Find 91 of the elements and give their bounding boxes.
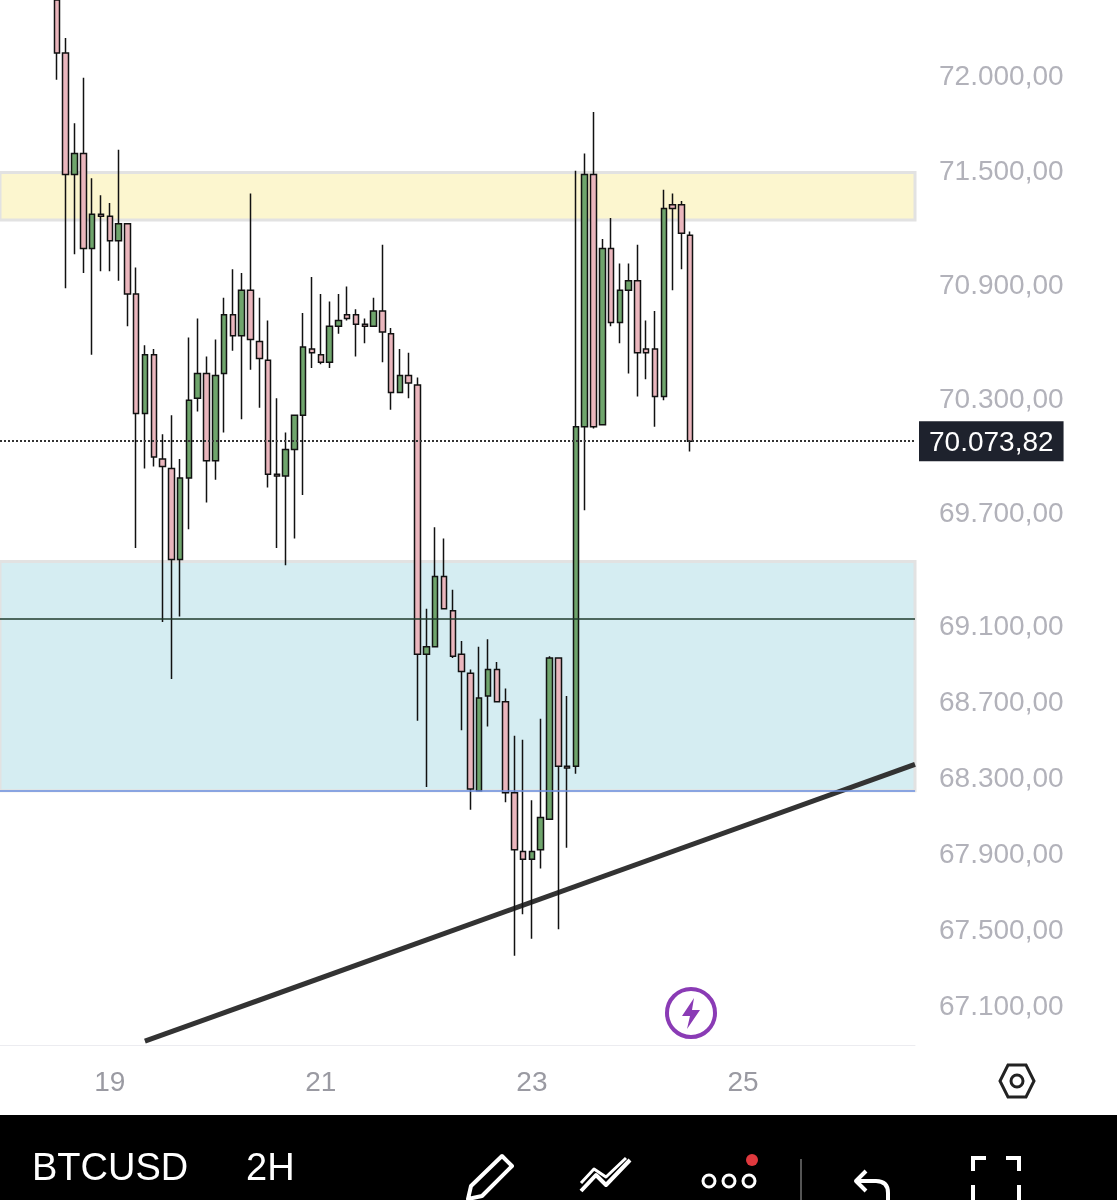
candlestick xyxy=(167,414,176,680)
candlestick xyxy=(361,317,369,345)
ref-line-label: 70.073,82 xyxy=(929,425,1054,457)
candlestick xyxy=(668,192,677,291)
candlestick xyxy=(158,433,167,623)
y-tick-label: 68.300,00 xyxy=(939,762,1064,794)
y-tick-label: 67.900,00 xyxy=(939,837,1064,869)
candlestick xyxy=(141,344,149,470)
text: BTCUSD xyxy=(32,1145,189,1189)
y-tick-label: 69.100,00 xyxy=(939,610,1064,642)
candlestick xyxy=(123,223,132,327)
x-tick-label: 19 xyxy=(94,1065,126,1097)
x-tick-label: 25 xyxy=(727,1065,759,1097)
candlestick xyxy=(519,738,527,915)
candlestick xyxy=(343,285,351,322)
candlestick xyxy=(642,319,650,381)
candlestick xyxy=(193,317,202,413)
candlestick xyxy=(185,336,193,530)
candlestick xyxy=(246,192,255,371)
candlestick xyxy=(440,537,448,610)
candlestick xyxy=(589,111,598,430)
candlestick xyxy=(510,735,519,957)
x-tick-label: 21 xyxy=(305,1065,337,1097)
candlestick xyxy=(475,645,483,792)
candlestick xyxy=(176,458,184,618)
candlestick xyxy=(572,169,580,775)
candlestick xyxy=(308,276,316,369)
candlestick xyxy=(624,262,633,375)
candlestick xyxy=(229,268,237,352)
candlestick xyxy=(466,668,475,811)
candlestick xyxy=(651,310,659,428)
candlestick xyxy=(211,338,220,481)
candlestick xyxy=(237,272,246,420)
candlestick xyxy=(404,352,413,400)
candlestick xyxy=(281,431,290,566)
candlestick xyxy=(396,348,404,394)
candlestick xyxy=(352,308,360,358)
y-tick-label: 67.500,00 xyxy=(939,913,1064,945)
y-tick-label: 71.500,00 xyxy=(939,155,1064,187)
candlestick xyxy=(545,655,554,821)
candlestick xyxy=(290,414,299,540)
candlestick xyxy=(317,293,325,365)
candlestick xyxy=(598,238,607,426)
candlestick xyxy=(607,217,615,327)
candlestick xyxy=(686,230,694,453)
candlestick xyxy=(299,312,307,496)
candlestick xyxy=(378,243,387,363)
candlestick xyxy=(150,348,158,468)
candlestick xyxy=(422,608,431,788)
candlestick xyxy=(114,149,123,282)
candlestick xyxy=(255,297,264,409)
candlestick xyxy=(484,638,492,728)
candlestick xyxy=(616,262,624,345)
candlestick xyxy=(449,589,457,659)
y-tick-label: 70.900,00 xyxy=(939,268,1064,300)
candlestick xyxy=(369,297,378,327)
candlestick xyxy=(132,266,140,549)
candlestick xyxy=(501,687,510,803)
candlestick xyxy=(325,300,334,369)
candlestick xyxy=(70,122,79,255)
candlestick xyxy=(677,200,686,271)
text: 2H xyxy=(246,1145,295,1189)
candlestick xyxy=(554,657,563,931)
y-tick-label: 69.700,00 xyxy=(939,496,1064,528)
candlestick xyxy=(53,0,61,81)
candlestick xyxy=(97,194,105,272)
candlestick xyxy=(387,327,395,411)
candlestick xyxy=(580,152,589,511)
candlestick xyxy=(88,177,96,356)
candlestick xyxy=(61,37,70,290)
candlestick xyxy=(563,695,571,849)
x-tick-label: 23 xyxy=(516,1065,548,1097)
candlestick xyxy=(273,397,281,549)
y-tick-label: 68.700,00 xyxy=(939,686,1064,718)
candlestick xyxy=(536,718,545,870)
candlestick xyxy=(493,661,501,703)
candlestick xyxy=(79,77,88,274)
candlestick xyxy=(413,376,422,722)
candlestick xyxy=(264,319,272,489)
y-tick-label: 70.300,00 xyxy=(939,382,1064,414)
candlestick xyxy=(633,243,642,398)
candlestick xyxy=(220,297,228,434)
candlestick xyxy=(334,293,343,335)
candlestick xyxy=(457,640,466,731)
y-tick-label: 67.100,00 xyxy=(939,989,1064,1021)
candlestick xyxy=(431,526,439,648)
candlestick xyxy=(202,355,211,504)
candlestick xyxy=(660,188,668,401)
candlestick xyxy=(106,202,114,272)
y-tick-label: 72.000,00 xyxy=(939,60,1064,92)
candlestick xyxy=(528,799,536,940)
